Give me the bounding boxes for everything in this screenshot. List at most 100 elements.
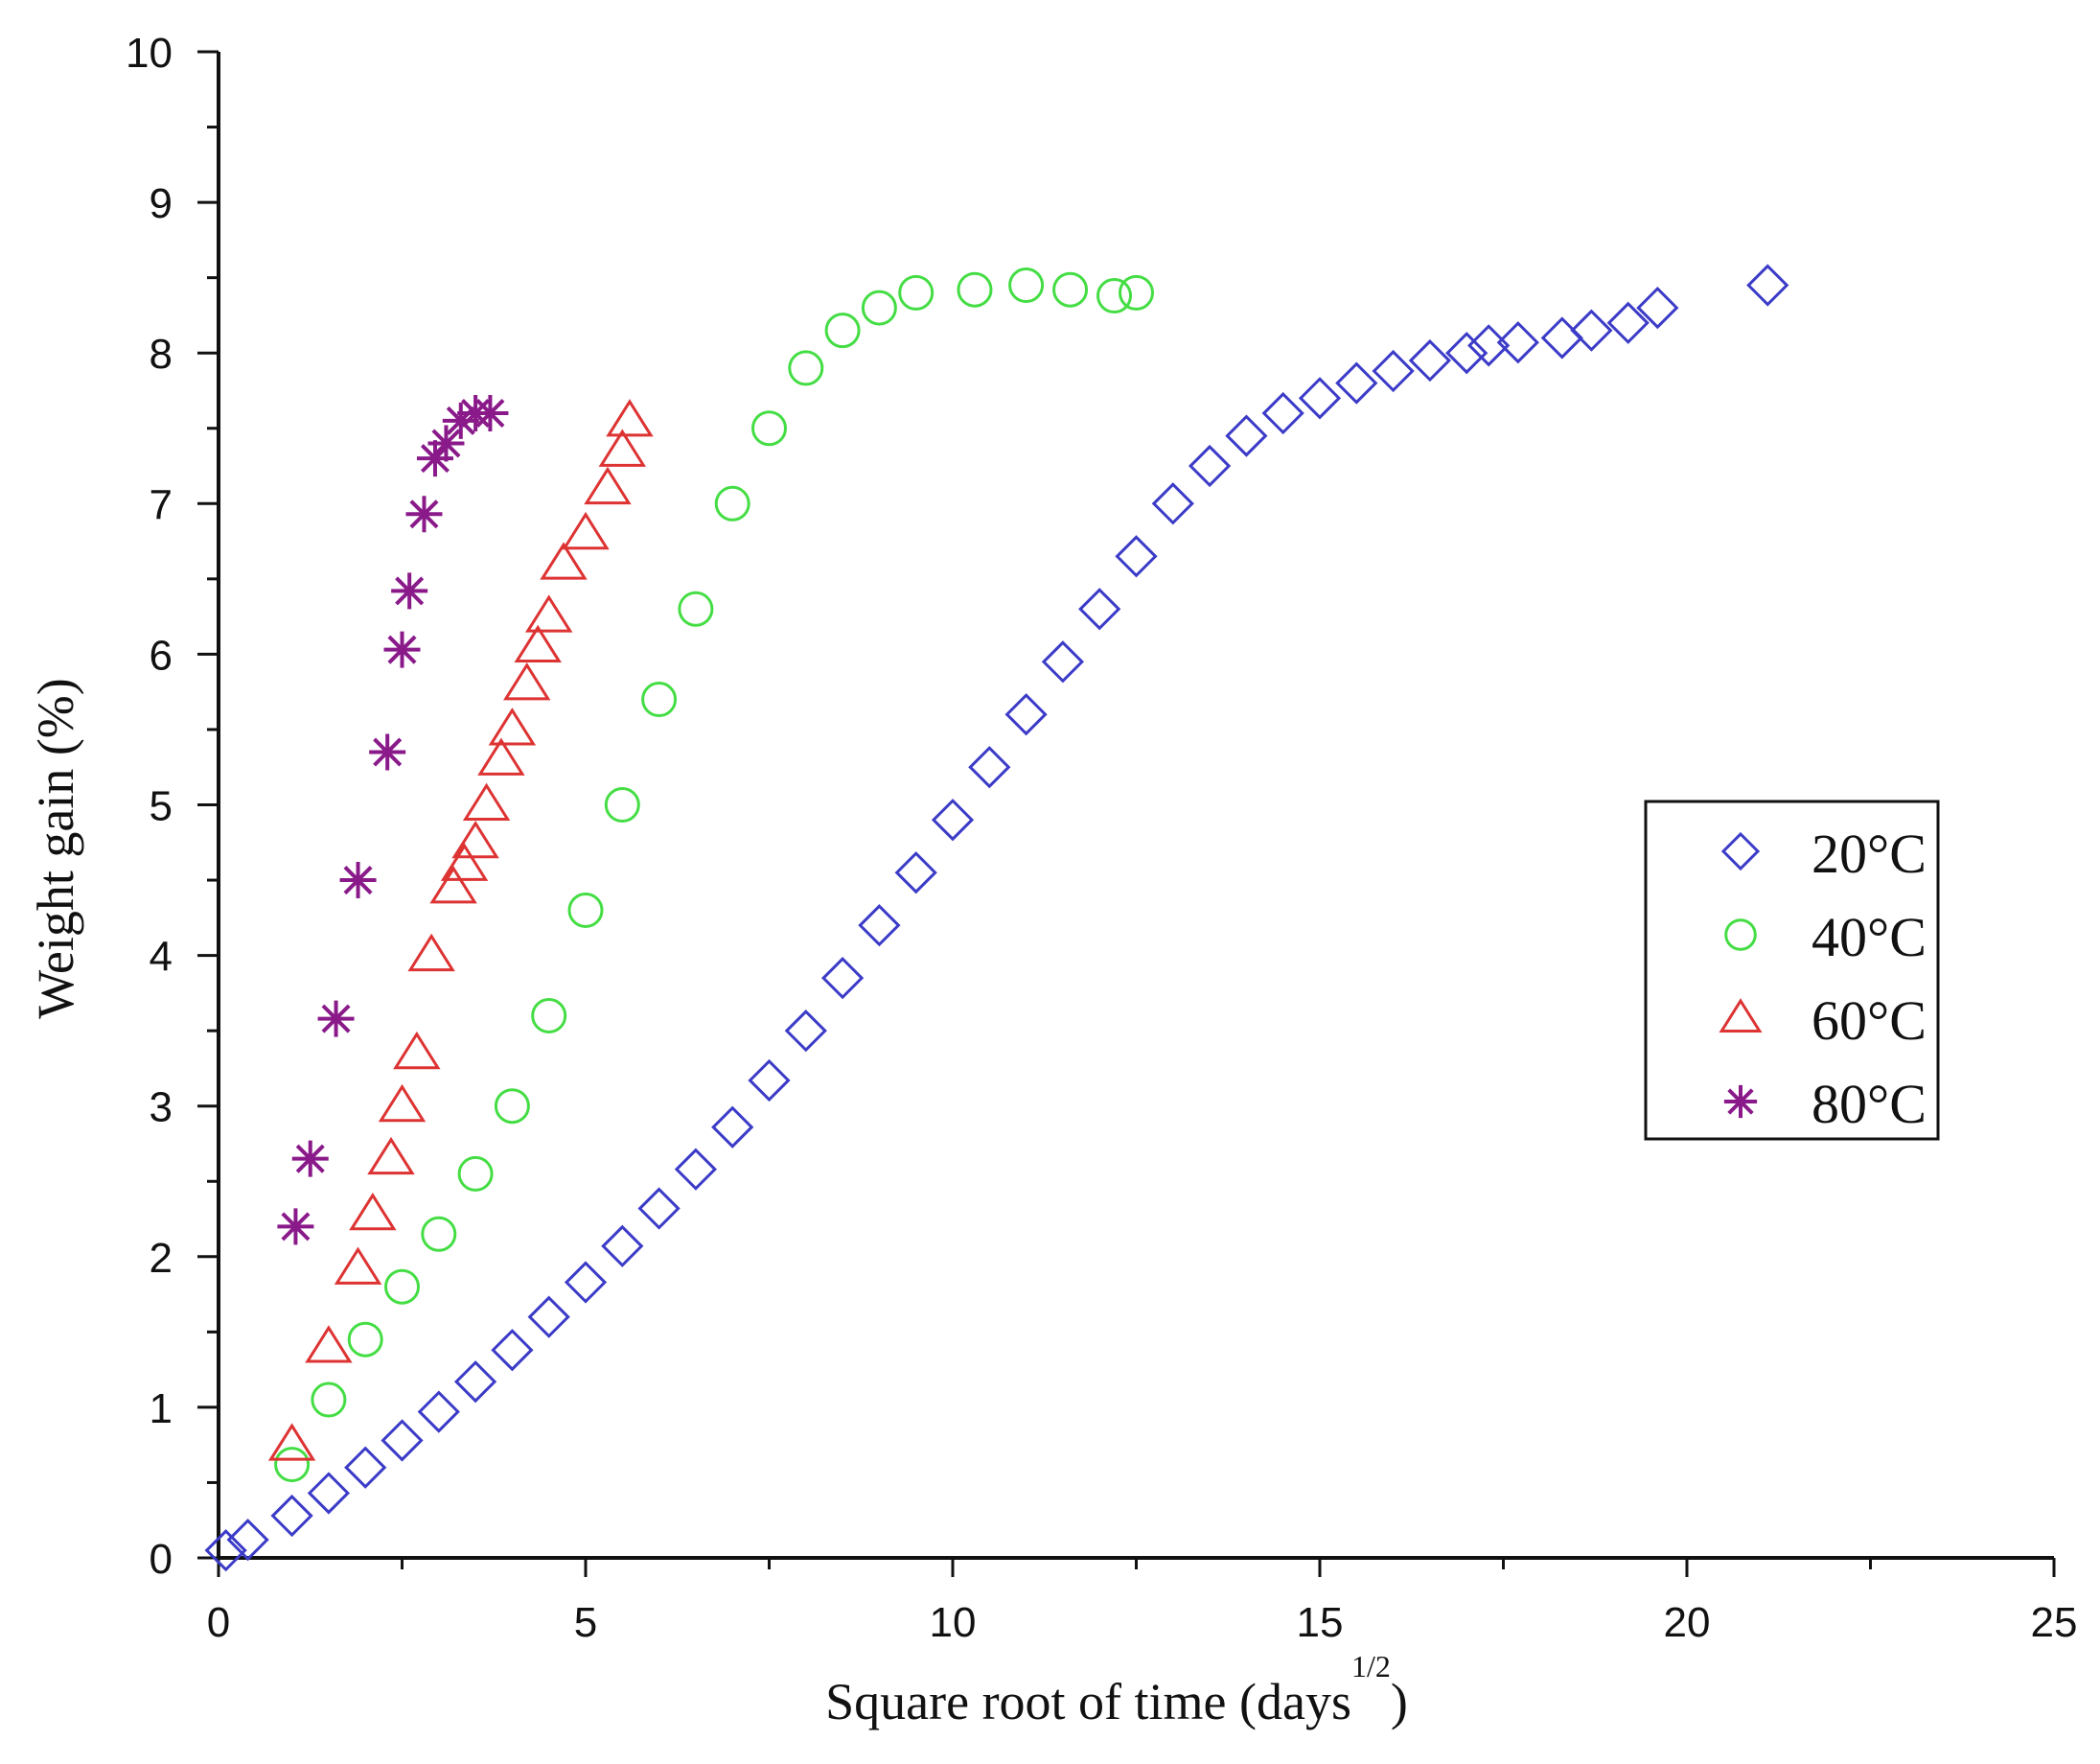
data-point [584, 466, 632, 505]
legend-label: 40°C [1812, 906, 1927, 968]
data-point [270, 1494, 313, 1538]
data-point [291, 1140, 329, 1177]
data-point [748, 1058, 791, 1102]
legend-marker [1720, 831, 1761, 871]
data-point [1078, 588, 1121, 631]
data-point [383, 631, 421, 668]
data-point [604, 787, 640, 823]
x-axis-title-main: Square root of time (days [825, 1673, 1351, 1730]
data-point [1225, 414, 1268, 457]
y-tick-label: 8 [150, 331, 173, 378]
data-point [317, 1000, 355, 1037]
data-point [381, 1419, 424, 1462]
data-point [524, 594, 573, 633]
data-point [1496, 321, 1539, 364]
data-point [968, 746, 1011, 789]
data-point [344, 1446, 387, 1489]
data-point [472, 395, 509, 432]
data-point [931, 799, 975, 842]
y-tick-label: 0 [150, 1536, 173, 1583]
data-point [462, 782, 511, 821]
data-point [1606, 301, 1650, 344]
data-point [606, 399, 654, 437]
data-point [417, 1390, 460, 1433]
data-point [1261, 391, 1304, 435]
data-point [488, 708, 537, 746]
data-point [1746, 264, 1789, 307]
y-axis-title: Weight gain (%) [27, 678, 84, 1019]
data-point [820, 957, 865, 1000]
data-point [416, 440, 453, 477]
y-tick-label: 7 [150, 481, 173, 528]
data-point [861, 290, 897, 326]
data-point [405, 496, 443, 533]
data-point [1636, 286, 1679, 330]
y-tick-label: 9 [150, 180, 173, 227]
data-point [957, 271, 993, 308]
y-tick-label: 6 [150, 632, 173, 679]
data-point [427, 425, 465, 462]
data-point [641, 682, 678, 718]
y-tick-label: 3 [150, 1084, 173, 1131]
data-point [369, 733, 406, 771]
legend-marker [1719, 998, 1763, 1033]
data-point [1004, 693, 1048, 736]
data-point [1372, 349, 1415, 393]
data-point [494, 1088, 530, 1125]
data-point [598, 429, 647, 467]
x-axis-title-superscript: 1/2 [1351, 1649, 1391, 1683]
data-point [429, 866, 477, 904]
data-point [788, 350, 824, 386]
data-point [527, 1295, 570, 1338]
series-60C [267, 399, 654, 1461]
series-20C [204, 264, 1789, 1572]
data-point [274, 1447, 311, 1483]
x-tick-label: 5 [574, 1599, 597, 1646]
data-point [453, 1360, 497, 1404]
data-point [349, 1192, 397, 1231]
y-tick-label: 1 [150, 1385, 173, 1432]
data-point [491, 1329, 534, 1372]
data-point [367, 1136, 415, 1175]
legend-label: 60°C [1812, 989, 1927, 1052]
legend-marker [1723, 1084, 1758, 1119]
legend-box [1644, 800, 1940, 1141]
data-point [751, 410, 787, 447]
data-point [784, 1010, 827, 1053]
data-point [858, 904, 901, 947]
data-point [457, 1155, 494, 1192]
data-point [637, 1187, 681, 1230]
x-tick-label: 0 [207, 1599, 230, 1646]
data-point [477, 737, 525, 776]
data-point [267, 1423, 316, 1461]
data-point [226, 1519, 269, 1562]
data-point [1052, 271, 1089, 308]
data-point [407, 933, 455, 972]
data-point [898, 274, 935, 311]
legend: 20°C 40°C 60°C 80°C [1644, 800, 1940, 1141]
data-point [1335, 361, 1378, 405]
data-point [440, 843, 489, 881]
y-tick-label: 5 [150, 783, 173, 830]
data-point [564, 1261, 608, 1304]
data-point [384, 1268, 420, 1305]
data-point [393, 1031, 441, 1070]
x-tick-label: 15 [1297, 1599, 1344, 1646]
data-point [562, 511, 610, 550]
data-point [1408, 338, 1452, 383]
data-point [531, 997, 567, 1033]
y-tick-label: 4 [150, 934, 173, 981]
x-tick-label: 25 [2031, 1599, 2078, 1646]
x-axis-title-close: ) [1391, 1673, 1408, 1730]
data-point [204, 1529, 247, 1572]
y-tick-label: 10 [126, 30, 173, 77]
series-80C [277, 395, 509, 1245]
data-point [311, 1381, 347, 1418]
data-point [1298, 377, 1342, 420]
ticks: 0 5 10 15 20 25 0 1 2 3 4 5 6 7 8 9 10 [126, 30, 2077, 1646]
data-point [678, 591, 714, 627]
x-axis-title: Square root of time (days1/2) [825, 1649, 1408, 1730]
data-point [1096, 278, 1133, 314]
data-point [277, 1208, 314, 1245]
